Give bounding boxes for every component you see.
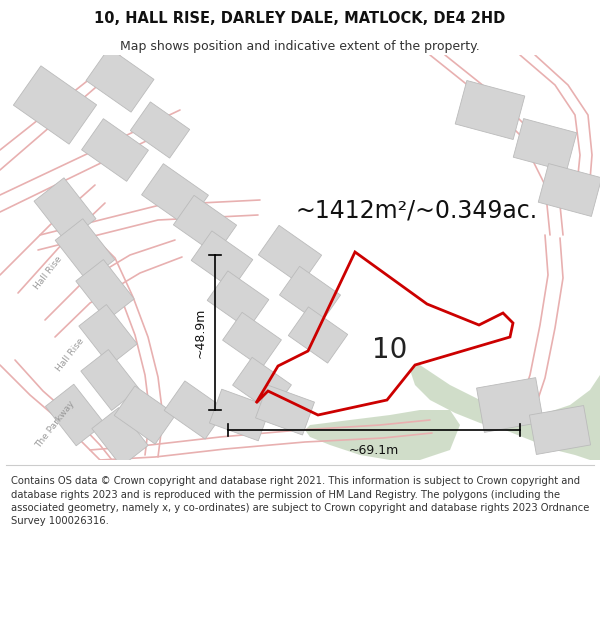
Polygon shape bbox=[513, 119, 577, 171]
Polygon shape bbox=[455, 81, 525, 139]
Polygon shape bbox=[46, 384, 104, 446]
Text: Hall Rise: Hall Rise bbox=[32, 254, 64, 291]
Polygon shape bbox=[142, 164, 208, 226]
Polygon shape bbox=[34, 178, 96, 242]
Text: ~1412m²/~0.349ac.: ~1412m²/~0.349ac. bbox=[295, 198, 537, 222]
Polygon shape bbox=[82, 119, 148, 181]
Polygon shape bbox=[259, 226, 322, 284]
Polygon shape bbox=[81, 349, 139, 411]
Polygon shape bbox=[76, 259, 134, 321]
Polygon shape bbox=[529, 406, 590, 454]
Text: Hall Rise: Hall Rise bbox=[54, 337, 86, 373]
Polygon shape bbox=[130, 102, 190, 158]
Polygon shape bbox=[164, 381, 226, 439]
Polygon shape bbox=[173, 196, 236, 254]
Polygon shape bbox=[207, 271, 269, 329]
Polygon shape bbox=[114, 386, 176, 444]
Polygon shape bbox=[191, 231, 253, 289]
Polygon shape bbox=[223, 312, 281, 368]
Text: ~69.1m: ~69.1m bbox=[349, 444, 399, 457]
Polygon shape bbox=[233, 357, 292, 412]
Polygon shape bbox=[86, 48, 154, 112]
Polygon shape bbox=[13, 66, 97, 144]
Polygon shape bbox=[410, 365, 600, 460]
Text: 10, HALL RISE, DARLEY DALE, MATLOCK, DE4 2HD: 10, HALL RISE, DARLEY DALE, MATLOCK, DE4… bbox=[94, 11, 506, 26]
Polygon shape bbox=[280, 266, 341, 324]
Polygon shape bbox=[289, 307, 347, 363]
Text: Contains OS data © Crown copyright and database right 2021. This information is : Contains OS data © Crown copyright and d… bbox=[11, 476, 589, 526]
Polygon shape bbox=[538, 164, 600, 216]
Polygon shape bbox=[476, 378, 544, 432]
Polygon shape bbox=[305, 410, 460, 460]
Text: ~48.9m: ~48.9m bbox=[194, 308, 207, 358]
Text: The Parkway: The Parkway bbox=[34, 399, 76, 451]
Polygon shape bbox=[209, 389, 271, 441]
Polygon shape bbox=[79, 304, 137, 366]
Text: Map shows position and indicative extent of the property.: Map shows position and indicative extent… bbox=[120, 39, 480, 52]
Text: 10: 10 bbox=[373, 336, 407, 364]
Polygon shape bbox=[55, 219, 115, 281]
Polygon shape bbox=[256, 385, 314, 435]
Polygon shape bbox=[92, 408, 148, 466]
